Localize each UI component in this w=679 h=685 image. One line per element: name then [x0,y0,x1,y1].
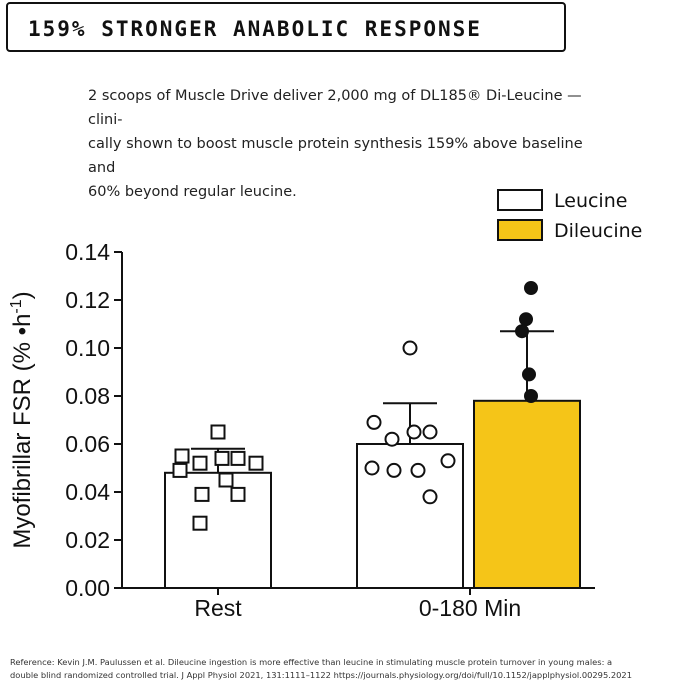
bar-leucine [164,471,272,589]
y-axis-label-close: ) [9,291,36,299]
y-axis-label: Myofibrillar FSR (% •h-1) [8,291,36,548]
data-point-square [194,486,210,502]
chart-legend: Leucine Dileucine [497,189,642,242]
y-axis-label-main: Myofibrillar FSR (% •h [9,314,36,549]
intro-line: cally shown to boost muscle protein synt… [88,136,583,176]
y-tick-label: 0.04 [65,479,110,505]
data-point-circle-filled [522,367,536,382]
y-tick-label: 0.02 [65,527,110,553]
data-point-square [210,424,226,440]
data-point-circle-open [386,462,402,478]
data-point-circle-open [364,460,380,476]
fsr-bar-chart: Leucine Dileucine Myofibrillar FSR (% •h-… [8,189,642,621]
intro-line: 2 scoops of Muscle Drive deliver 2,000 m… [88,88,582,128]
data-point-circle-open [440,453,456,469]
data-point-square [248,455,264,471]
data-point-circle-open [406,424,422,440]
data-point-circle-filled [524,389,538,403]
data-point-square [230,486,246,502]
data-point-circle-open [422,489,438,505]
data-point-circle-open [402,340,418,356]
header-box: 159% STRONGER ANABOLIC RESPONSE [6,2,566,52]
x-tick-label: Rest [194,595,242,621]
intro-line: 60% beyond regular leucine. [88,184,297,200]
y-axis-label-superscript: -1 [8,299,25,313]
legend-swatch-leucine [497,189,543,211]
legend-swatch-dileucine [497,219,543,241]
data-point-circle-open [422,424,438,440]
reference-line: double blind randomized controlled trial… [10,670,632,680]
data-point-square [214,450,230,466]
data-point-square [192,515,208,531]
data-point-circle-open [384,431,400,447]
page-title: 159% STRONGER ANABOLIC RESPONSE [28,17,482,41]
data-point-square [172,462,188,478]
reference-line: Reference: Kevin J.M. Paulussen et al. D… [10,657,613,667]
y-tick-label: 0.10 [65,335,110,361]
y-tick-label: 0.08 [65,383,110,409]
intro-text: 2 scoops of Muscle Drive deliver 2,000 m… [88,84,588,204]
y-tick-label: 0.12 [65,287,110,313]
data-point-square [174,448,190,464]
chart-bars [164,399,581,589]
data-point-square [192,455,208,471]
data-point-circle-open [366,414,382,430]
reference-note: Reference: Kevin J.M. Paulussen et al. D… [10,656,670,682]
y-tick-label: 0.14 [65,239,110,265]
chart-x-labels: Rest 0-180 Min [194,595,521,621]
data-point-square [218,472,234,488]
data-point-square [230,450,246,466]
legend-label-dileucine: Dileucine [554,220,642,242]
y-tick-label: 0.00 [65,575,110,601]
chart-points [172,281,538,531]
bar-dileucine [473,399,581,589]
x-tick-label: 0-180 Min [419,595,521,621]
y-axis-label-group: Myofibrillar FSR (% •h-1) [8,291,36,548]
legend-label-leucine: Leucine [554,190,627,212]
data-point-circle-open [410,462,426,478]
y-tick-label: 0.06 [65,431,110,457]
data-point-circle-filled [519,312,533,327]
data-point-circle-filled [524,281,538,295]
data-point-circle-filled [515,324,529,339]
